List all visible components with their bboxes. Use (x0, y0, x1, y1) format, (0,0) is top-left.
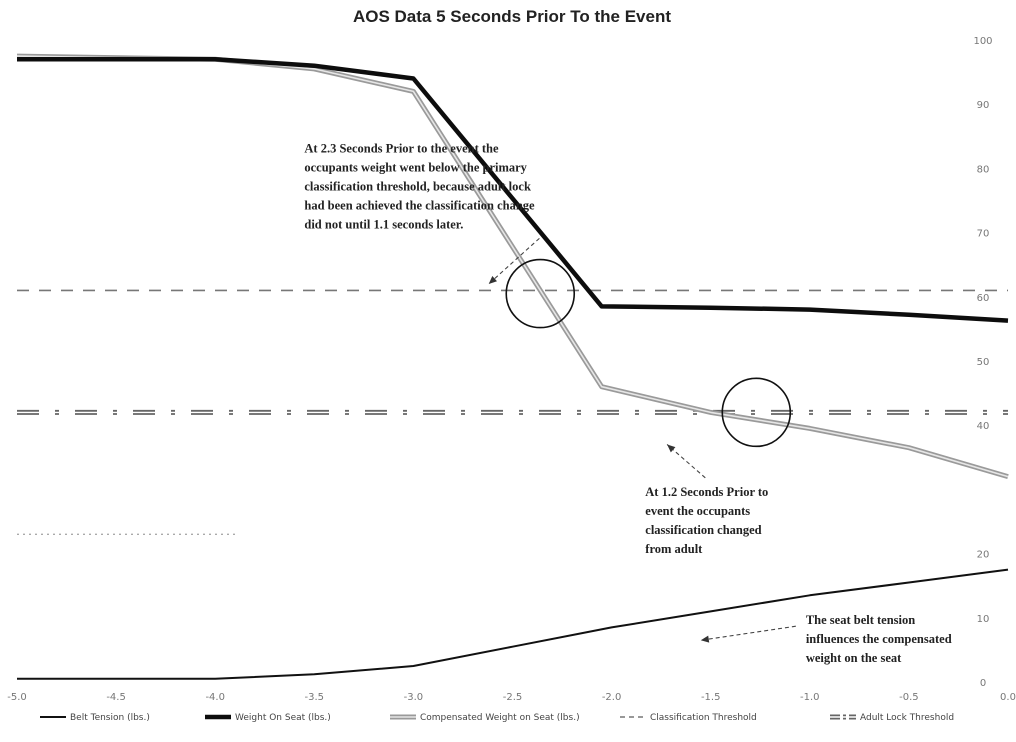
annotation-text: event the occupants (645, 504, 750, 518)
y-tick-label: 70 (977, 229, 990, 240)
x-tick-label: -1.5 (701, 692, 721, 703)
annotation-text: did not until 1.1 seconds later. (304, 217, 463, 231)
legend-label: Adult Lock Threshold (860, 713, 954, 723)
annotation-text: At 1.2 Seconds Prior to (645, 485, 768, 499)
annotation-circle (721, 377, 792, 448)
legend-label: Classification Threshold (650, 713, 757, 723)
annotation-text: influences the compensated (806, 632, 952, 646)
annotation-arrowhead (488, 276, 498, 284)
x-tick-label: -1.0 (800, 692, 820, 703)
y-tick-label: 60 (977, 293, 990, 304)
series-line-weight-on-seat-lbs (17, 57, 1009, 323)
y-tick-label: 100 (973, 36, 992, 47)
annotation-arrowhead (667, 444, 676, 453)
y-tick-label: 10 (977, 614, 990, 625)
annotation-text: classification threshold, because adult … (304, 179, 531, 193)
series-line-belt-tension-lbs (17, 568, 1009, 680)
y-tick-label: 80 (977, 164, 990, 175)
annotation-text: had been achieved the classification cha… (304, 198, 535, 212)
annotation-text: classification changed (645, 523, 761, 537)
annotation-arrowhead (700, 635, 710, 643)
annotation-text: occupants weight went below the primary (304, 160, 527, 174)
x-tick-label: -5.0 (7, 692, 27, 703)
x-tick-label: 0.0 (1000, 692, 1016, 703)
legend-label: Belt Tension (lbs.) (70, 713, 150, 723)
chart-title: AOS Data 5 Seconds Prior To the Event (353, 7, 671, 26)
x-tick-label: -4.5 (106, 692, 126, 703)
legend-label: Weight On Seat (lbs.) (235, 713, 331, 723)
annotation-arrow-line (666, 444, 706, 479)
annotation-circle (505, 258, 576, 329)
legend-label: Compensated Weight on Seat (lbs.) (420, 713, 580, 723)
x-tick-label: -4.0 (205, 692, 225, 703)
x-tick-label: -3.5 (305, 692, 325, 703)
x-tick-label: -0.5 (899, 692, 919, 703)
y-tick-label: 20 (977, 550, 990, 561)
x-tick-label: -3.0 (404, 692, 424, 703)
series-line-compensated-weight-on-seat-lbs (16, 53, 1009, 480)
annotation-text: At 2.3 Seconds Prior to the event the (304, 141, 499, 155)
annotation-text: The seat belt tension (806, 613, 915, 627)
x-tick-label: -2.5 (503, 692, 523, 703)
y-tick-label: 40 (977, 421, 990, 432)
y-tick-label: 50 (977, 357, 990, 368)
series-line-compensated-weight-on-seat-lbs (16, 55, 1009, 478)
annotation-arrow-line (488, 237, 540, 285)
annotation-arrow-line (700, 625, 796, 641)
y-tick-label: 0 (980, 678, 986, 689)
annotation-text: from adult (645, 542, 703, 556)
y-tick-label: 90 (977, 100, 990, 111)
x-tick-label: -2.0 (602, 692, 622, 703)
annotation-text: weight on the seat (806, 651, 902, 665)
